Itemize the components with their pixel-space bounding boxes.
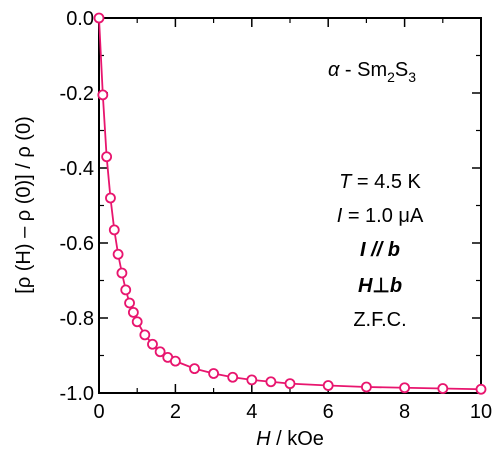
axis-tick-labels: 0 2 4 6 8 10 0.0 -0.2 -0.4 -0.6 -0.8 -1.0 (60, 8, 493, 423)
axis-ticks (98, 17, 482, 394)
annotation-material: α - Sm2S3 (328, 59, 416, 85)
series-line (98, 17, 482, 391)
data-point (93, 12, 105, 24)
x-tick-label: 8 (399, 401, 410, 423)
data-point (246, 374, 258, 386)
annotation-current: I = 1.0 μA (337, 205, 424, 227)
y-tick-label: -0.4 (60, 158, 94, 180)
data-point (322, 380, 334, 391)
data-point (120, 284, 132, 296)
data-point (131, 316, 143, 328)
data-point (169, 355, 181, 367)
data-point (189, 363, 200, 375)
plot-frame (98, 17, 482, 394)
x-tick-label: 0 (93, 401, 104, 423)
data-point (139, 329, 151, 341)
data-point (108, 224, 120, 236)
annotation-temperature: T = 4.5 K (339, 171, 421, 193)
data-point (105, 192, 116, 204)
data-point (116, 267, 128, 279)
annotation-direction-2: H⊥b (358, 275, 402, 297)
data-point (124, 297, 135, 309)
x-tick-label: 6 (323, 401, 334, 423)
y-tick-label: -0.2 (60, 83, 94, 105)
y-tick-label: -0.6 (60, 233, 94, 255)
x-tick-label: 2 (170, 401, 181, 423)
data-point (437, 383, 449, 394)
annotation-protocol: Z.F.C. (353, 309, 406, 331)
data-point (399, 382, 411, 394)
y-tick-label: 0.0 (66, 8, 94, 30)
data-point (127, 306, 139, 318)
x-tick-label: 10 (470, 401, 492, 423)
x-axis-label: H / kOe (256, 428, 324, 450)
data-point (147, 338, 158, 350)
data-point (154, 346, 166, 358)
y-axis-label: [ρ (H) – ρ (0)] / ρ (0) (13, 116, 35, 293)
annotation-direction-1: I // b (360, 239, 400, 261)
y-tick-label: -0.8 (60, 308, 94, 330)
data-point (101, 151, 113, 163)
data-point (265, 376, 277, 388)
data-point (208, 368, 220, 379)
y-tick-label: -1.0 (60, 383, 94, 405)
data-point (112, 248, 124, 260)
data-point (227, 371, 239, 383)
x-tick-label: 4 (246, 401, 257, 423)
data-point (360, 381, 372, 393)
data-point (97, 89, 109, 101)
data-point (475, 383, 487, 395)
data-point (284, 378, 296, 390)
data-series (93, 12, 487, 395)
